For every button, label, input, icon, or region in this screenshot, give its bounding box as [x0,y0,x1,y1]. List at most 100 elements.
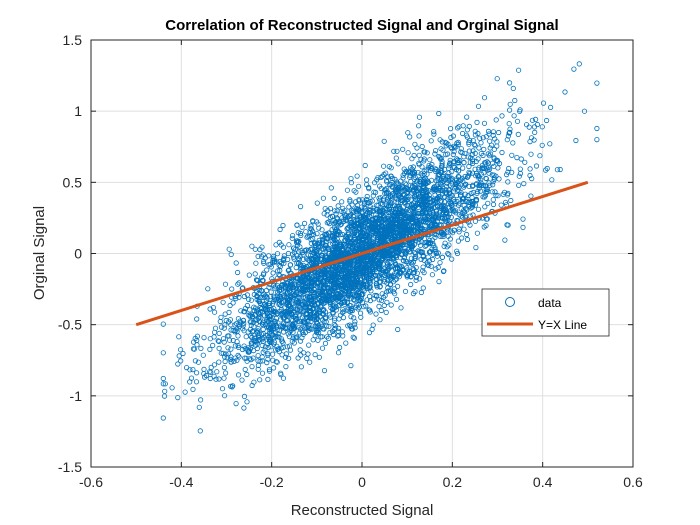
scatter-point [180,350,186,357]
scatter-point [514,155,520,161]
scatter-point [490,201,497,208]
scatter-point [411,224,417,230]
scatter-point [414,179,420,185]
scatter-point [506,107,513,113]
scatter-point [277,267,283,274]
scatter-point [342,208,348,214]
scatter-point [409,204,416,210]
scatter-point [339,231,346,238]
scatter-point [272,318,278,324]
scatter-point [197,428,203,434]
scatter-point [319,227,325,233]
scatter-point [398,233,404,239]
y-equals-x-line [135,180,589,327]
scatter-point [376,297,382,303]
scatter-point [340,306,346,313]
scatter-point [292,247,298,253]
scatter-point [328,305,334,311]
scatter-point [473,197,479,203]
scatter-point [330,233,336,239]
scatter-point [187,367,193,373]
scatter-point [417,242,424,248]
scatter-point [252,316,258,323]
scatter-point [507,126,513,132]
scatter-point [491,175,497,181]
scatter-point [271,257,277,263]
scatter-point [398,305,404,311]
scatter-point [431,219,437,225]
scatter-point [454,156,460,162]
scatter-point [332,271,339,278]
scatter-point [402,288,409,294]
scatter-point [356,285,363,291]
scatter-point [415,191,421,197]
scatter-point [466,141,472,147]
scatter-point [232,343,238,349]
scatter-point [416,239,422,245]
scatter-point [349,271,356,277]
y-tick-label: -0.5 [58,317,82,333]
scatter-point [544,165,550,172]
scatter-point [409,214,415,220]
scatter-point [398,219,405,225]
scatter-point [320,307,326,313]
scatter-point [198,397,204,403]
scatter-point [258,315,264,321]
scatter-point [264,303,270,310]
scatter-point [264,318,270,324]
scatter-point [466,139,472,145]
scatter-point [394,221,400,227]
scatter-point [301,220,308,226]
scatter-point [463,231,470,238]
scatter-point [254,345,260,352]
scatter-point [328,185,334,191]
scatter-point [300,329,306,335]
scatter-point [405,260,411,266]
scatter-point [335,298,341,304]
scatter-point [483,134,489,140]
scatter-point [385,174,391,180]
scatter-point [285,355,292,361]
scatter-point [429,161,435,168]
scatter-point [515,131,521,137]
scatter-point [516,182,522,188]
scatter-point [474,119,480,126]
scatter-point [221,339,227,345]
scatter-point [290,321,296,328]
scatter-point [476,185,482,191]
scatter-point [482,204,488,210]
scatter-point [371,296,377,302]
scatter-point [411,227,417,233]
scatter-point [367,219,373,225]
scatter-point [314,306,320,312]
scatter-point [496,176,502,182]
scatter-point [424,239,430,245]
scatter-point [246,272,252,278]
scatter-point [294,318,301,324]
scatter-point [255,334,262,340]
scatter-point [387,282,393,288]
scatter-point [576,61,582,67]
scatter-point [379,257,386,263]
scatter-point [422,216,428,222]
scatter-point [241,320,247,326]
scatter-point [571,66,577,72]
scatter-point [502,237,508,243]
scatter-point [287,279,294,286]
scatter-point [404,267,410,273]
scatter-point [280,244,287,250]
scatter-point [445,250,451,257]
scatter-point [241,405,247,411]
scatter-point [339,274,345,281]
scatter-point [265,344,271,351]
scatter-point [385,203,391,209]
scatter-point [312,294,319,300]
scatter-point [432,234,438,240]
scatter-point [329,266,335,273]
scatter-point [424,200,431,206]
scatter-point [290,325,296,331]
scatter-point [527,166,533,172]
scatter-point [331,282,337,288]
scatter-point [439,159,445,165]
scatter-point [409,261,415,267]
